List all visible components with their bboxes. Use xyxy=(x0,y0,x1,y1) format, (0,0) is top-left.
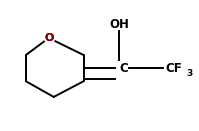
Text: OH: OH xyxy=(109,18,129,31)
Text: O: O xyxy=(44,33,54,43)
Text: O: O xyxy=(44,33,54,43)
Text: 3: 3 xyxy=(186,69,192,78)
Text: CF: CF xyxy=(165,62,182,75)
Text: C: C xyxy=(119,62,128,75)
